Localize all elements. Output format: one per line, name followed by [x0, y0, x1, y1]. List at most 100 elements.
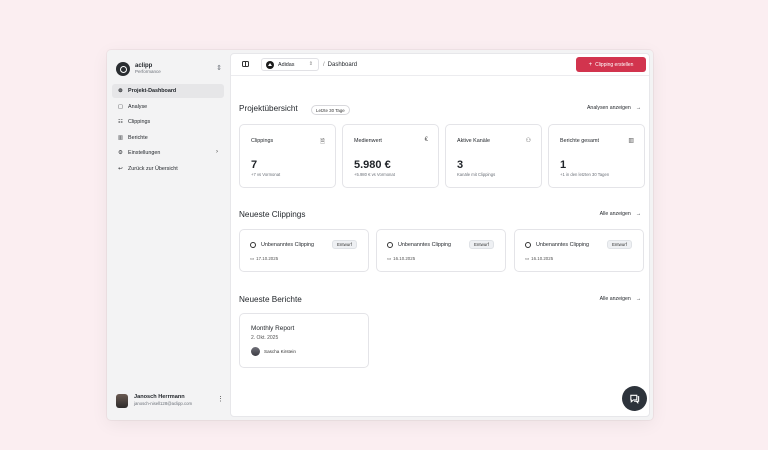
clipping-date: ▭ 16.10.2025 [387, 256, 416, 261]
clippings-alle-anzeigen-link[interactable]: Alle anzeigen → [599, 211, 641, 217]
sidebar-item-label: Projekt-Dashboard [128, 88, 177, 94]
calendar-icon: ▭ [387, 256, 392, 261]
globe-icon [525, 242, 531, 248]
sidebar-item-label: Analyse [128, 103, 148, 110]
clipping-title: Unbenanntes Clipping [536, 242, 590, 248]
clipping-card[interactable]: Unbenanntes Clipping Entwurf ▭ 16.10.2025 [514, 229, 644, 272]
chevron-updown-icon[interactable]: ⇕ [216, 65, 222, 72]
workspace-switcher[interactable]: aclipp Performance ⇕ [116, 60, 222, 78]
calendar-icon: ▭ [250, 256, 255, 261]
overview-title: Projektübersicht [239, 104, 298, 113]
clippings-header: Neueste Clippings Alle anzeigen → [239, 210, 645, 224]
document-icon: 🗎 [320, 139, 325, 145]
plus-icon: + [588, 61, 593, 68]
main-panel: Adidas ⇕ / Dashboard + Clipping erstellen… [230, 53, 650, 417]
sidebar-item-zurueck[interactable]: ↩ Zurück zur Übersicht [112, 162, 224, 176]
status-badge: Entwurf [469, 240, 494, 249]
chevron-updown-icon: ⇕ [308, 61, 313, 67]
sidebar-item-projekt-dashboard[interactable]: ⊚ Projekt-Dashboard [112, 84, 224, 98]
breadcrumb-current: Dashboard [327, 62, 358, 68]
user-name: Janosch Herrmann [134, 394, 185, 401]
globe-icon [250, 242, 256, 248]
status-badge: Entwurf [607, 240, 632, 249]
stat-value: 7 [251, 159, 258, 171]
stat-label: Medienwert [354, 138, 382, 144]
more-icon[interactable]: ⋮ [217, 396, 224, 403]
adidas-logo-icon [266, 60, 274, 69]
users-icon: ⚇ [525, 138, 531, 144]
clipping-card[interactable]: Unbenanntes Clipping Entwurf ▭ 17.10.2025 [239, 229, 369, 272]
stat-value: 1 [560, 159, 567, 171]
reports-title: Neueste Berichte [239, 295, 302, 304]
analysen-anzeigen-link[interactable]: Analysen anzeigen → [586, 105, 641, 111]
sidebar-toggle-icon[interactable] [242, 61, 249, 67]
chat-button[interactable] [622, 386, 647, 411]
sidebar-item-berichte[interactable]: ▥ Berichte [112, 131, 224, 145]
sidebar-item-label: Clippings [128, 119, 151, 125]
brand-name: aclipp [135, 63, 153, 70]
report-title: Monthly Report [251, 325, 295, 332]
stat-note: Kanäle mit Clippings [457, 172, 496, 177]
breadcrumb-separator: / [323, 62, 325, 68]
stat-note: +1 in den letzten 30 Tagen [560, 172, 610, 177]
sidebar-item-label: Berichte [128, 134, 148, 141]
arrow-right-icon: → [635, 211, 641, 217]
app-window: aclipp Performance ⇕ ⊚ Projekt-Dashboard… [107, 50, 653, 420]
clipping-date: ▭ 16.10.2025 [525, 256, 554, 261]
breadcrumb: / Dashboard [323, 62, 357, 68]
sidebar-item-einstellungen[interactable]: ⚙ Einstellungen › [112, 146, 224, 160]
create-clipping-label: Clipping erstellen [595, 61, 634, 68]
sidebar: aclipp Performance ⇕ ⊚ Projekt-Dashboard… [107, 50, 230, 420]
dashboard-icon: ⊚ [118, 88, 123, 94]
overview-header: Projektübersicht Letzte 30 Tage Analysen… [239, 104, 645, 118]
gear-icon: ⚙ [117, 150, 123, 156]
clipping-date: ▭ 17.10.2025 [250, 256, 279, 261]
report-date: 2. Okt. 2025 [251, 335, 279, 341]
stat-card-aktive-kanaele: Aktive Kanäle ⚇ 3 Kanäle mit Clippings [445, 124, 542, 188]
brand-subtitle: Performance [135, 69, 161, 75]
stat-label: Aktive Kanäle [457, 138, 490, 144]
clipping-title: Unbenanntes Clipping [261, 242, 315, 248]
chart-icon: ▥ [117, 134, 124, 141]
stat-card-berichte-gesamt: Berichte gesamt ▥ 1 +1 in den letzten 30… [548, 124, 645, 188]
clipping-card[interactable]: Unbenanntes Clipping Entwurf ▭ 16.10.2025 [376, 229, 506, 272]
avatar [116, 394, 128, 408]
stat-card-clippings: Clippings 🗎 7 +7 vs Vormonat [239, 124, 336, 188]
sidebar-item-label: Einstellungen [128, 150, 161, 156]
stat-card-medienwert: Medienwert € 5.980 € +5.980 € vs Vormona… [342, 124, 439, 188]
sidebar-nav: ⊚ Projekt-Dashboard ▢ Analyse ☷ Clipping… [112, 84, 224, 177]
stat-value: 3 [457, 159, 464, 171]
sidebar-item-analyse[interactable]: ▢ Analyse [112, 100, 224, 114]
chat-icon [630, 394, 640, 404]
period-badge: Letzte 30 Tage [311, 105, 350, 115]
project-select[interactable]: Adidas ⇕ [261, 58, 319, 71]
report-author: Sascha Kirstein [251, 347, 296, 356]
chevron-right-icon: › [216, 149, 218, 155]
clipping-title: Unbenanntes Clipping [398, 242, 452, 248]
report-card[interactable]: Monthly Report 2. Okt. 2025 Sascha Kirst… [239, 313, 369, 368]
project-name: Adidas [278, 61, 295, 68]
reports-alle-anzeigen-link[interactable]: Alle anzeigen → [599, 296, 641, 302]
status-badge: Entwurf [332, 240, 357, 249]
bar-chart-icon: ▥ [628, 138, 634, 144]
avatar [251, 347, 260, 356]
reports-header: Neueste Berichte Alle anzeigen → [239, 295, 645, 309]
list-icon: ☷ [117, 119, 123, 125]
calendar-icon: ▭ [525, 256, 530, 261]
sidebar-item-clippings[interactable]: ☷ Clippings [112, 115, 224, 129]
create-clipping-button[interactable]: + Clipping erstellen [576, 57, 646, 72]
brand-logo-icon [116, 62, 130, 76]
arrow-right-icon: → [635, 105, 641, 111]
clippings-title: Neueste Clippings [239, 210, 306, 219]
stat-note: +5.980 € vs Vormonat [354, 172, 395, 177]
euro-icon: € [424, 137, 428, 143]
stat-note: +7 vs Vormonat [251, 172, 281, 177]
file-icon: ▢ [117, 103, 124, 110]
globe-icon [387, 242, 393, 248]
topbar: Adidas ⇕ / Dashboard + Clipping erstellen [231, 54, 649, 76]
stat-label: Clippings [251, 138, 274, 144]
back-icon: ↩ [118, 165, 123, 172]
user-email: janosch-nisell128@aclipp.com [134, 401, 193, 407]
user-menu[interactable]: Janosch Herrmann janosch-nisell128@aclip… [116, 393, 224, 409]
stat-value: 5.980 € [354, 159, 391, 171]
